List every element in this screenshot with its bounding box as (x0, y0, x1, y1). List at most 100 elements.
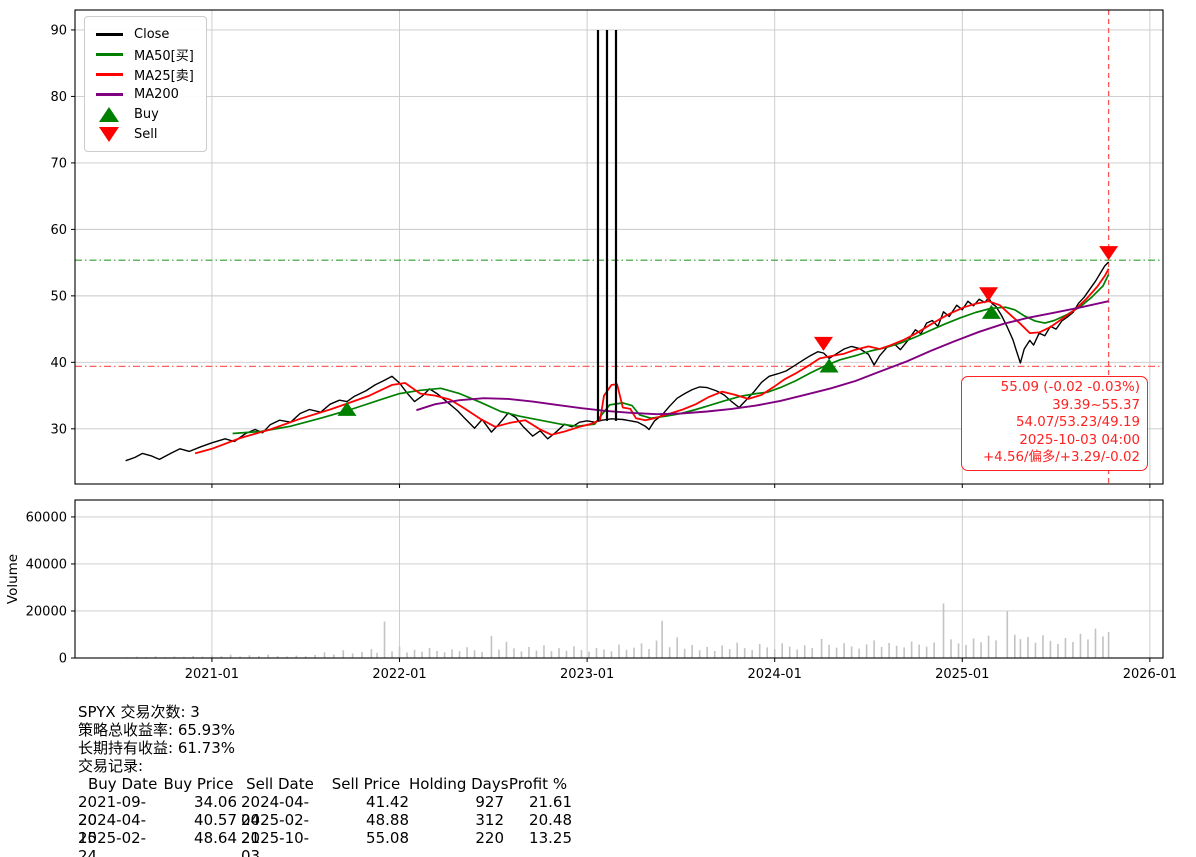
volume-bar (201, 656, 204, 658)
volume-bar (436, 650, 438, 658)
volume-bar (595, 647, 598, 658)
buy-triangle-icon (94, 106, 124, 122)
volume-bar (342, 650, 345, 658)
volume-bar (505, 641, 508, 658)
volume-bar (957, 643, 960, 658)
volume-bar (925, 646, 928, 658)
volume-bar (314, 654, 316, 658)
volume-bar (333, 654, 335, 658)
volume-tick-label: 20000 (26, 604, 67, 619)
sell-triangle-icon (94, 126, 124, 142)
volume-bar (796, 649, 799, 658)
volume-bar (950, 639, 952, 658)
volume-bar (995, 640, 997, 658)
volume-bar (580, 650, 583, 658)
volume-bar (543, 645, 545, 658)
y-tick-label: 50 (50, 289, 67, 304)
volume-bar (428, 648, 431, 658)
volume-bar (295, 655, 298, 658)
volume-bar (910, 641, 913, 658)
x-tick-label: 2023-01 (560, 667, 614, 682)
volume-bar (1057, 643, 1059, 658)
legend-item-ma50: MA50[买] (94, 44, 194, 64)
volume-bar (513, 648, 515, 658)
volume-bar (1079, 633, 1082, 658)
volume-bar (751, 650, 753, 658)
volume-bar (803, 645, 806, 658)
volume-bar (633, 647, 635, 658)
volume-bar (781, 643, 783, 658)
volume-bar (698, 650, 701, 658)
col-sell-date: Sell Date (246, 775, 314, 793)
sell-marker (813, 336, 833, 351)
volume-bar (766, 647, 768, 658)
volume-bar (820, 638, 823, 658)
ma200-line-icon (94, 92, 124, 96)
volume-bar (173, 656, 176, 658)
x-tick-label: 2026-01 (1123, 667, 1177, 682)
sell-marker (1099, 246, 1119, 261)
volume-bar (788, 646, 791, 658)
volume-bar (1107, 632, 1110, 658)
series-close-line (125, 261, 1110, 462)
buy-marker (819, 358, 839, 373)
legend-label: Buy (134, 106, 159, 122)
volume-bar (1006, 611, 1009, 658)
volume-bar (267, 654, 270, 658)
volume-bar (466, 647, 468, 658)
volume-bar (528, 646, 530, 658)
volume-bar (888, 642, 890, 658)
y-tick-label: 60 (50, 223, 67, 238)
volume-bar (610, 651, 613, 658)
trade-record-title: 交易记录: (78, 757, 144, 775)
volume-bar (550, 651, 553, 658)
volume-bar (625, 649, 628, 658)
volume-bar (498, 649, 500, 658)
legend-item-close: Close (94, 24, 194, 44)
price-panel-border (74, 9, 1164, 485)
volume-axis-label: Volume (5, 554, 21, 604)
legend-label: Sell (134, 126, 158, 142)
volume-bar (1087, 639, 1089, 658)
volume-bar (972, 638, 975, 658)
col-buy-date: Buy Date (88, 775, 158, 793)
volume-bar (535, 650, 538, 658)
volume-bar (758, 644, 761, 658)
volume-bar (520, 651, 523, 658)
buy-marker (981, 304, 1001, 319)
buy-price: 40.57 (194, 811, 237, 829)
sell-price: 41.42 (366, 793, 409, 811)
volume-bar (351, 653, 354, 658)
volume-bar (383, 621, 386, 658)
volume-bar (721, 645, 723, 658)
volume-bar (980, 642, 982, 658)
profit-pct: 20.48 (529, 811, 572, 829)
volume-bar (618, 644, 620, 658)
legend-label: MA200 (134, 86, 179, 102)
volume-bar (858, 648, 860, 658)
holding-days: 927 (475, 793, 504, 811)
volume-bar (661, 620, 663, 658)
legend: Close MA50[买] MA25[卖] MA200 Buy Sell (84, 16, 207, 152)
volume-bar (490, 635, 493, 658)
legend-item-ma200: MA200 (94, 84, 194, 104)
volume-bar (413, 649, 416, 658)
volume-bar (843, 643, 845, 658)
volume-bar (1042, 635, 1044, 658)
buy-date: 2021-09-20 (78, 793, 147, 829)
col-profit: Profit % (508, 775, 568, 793)
volume-bar (942, 603, 945, 658)
trade-table-header: Buy Date Buy Price Sell Date Sell Price … (88, 775, 572, 793)
volume-tick-label: 0 (59, 652, 67, 667)
volume-bar (828, 644, 830, 658)
volume-bar (706, 646, 708, 658)
profit-pct: 13.25 (529, 829, 572, 847)
hold-return-line: 长期持有收益: 61.73% (78, 739, 236, 757)
strategy-return-line: 策略总收益率: 65.93% (78, 721, 236, 739)
volume-bar (154, 656, 157, 658)
volume-bar (239, 656, 241, 658)
volume-bar (211, 655, 213, 658)
volume-bar (918, 644, 920, 658)
holding-days: 220 (475, 829, 504, 847)
col-sell-price: Sell Price (331, 775, 401, 793)
